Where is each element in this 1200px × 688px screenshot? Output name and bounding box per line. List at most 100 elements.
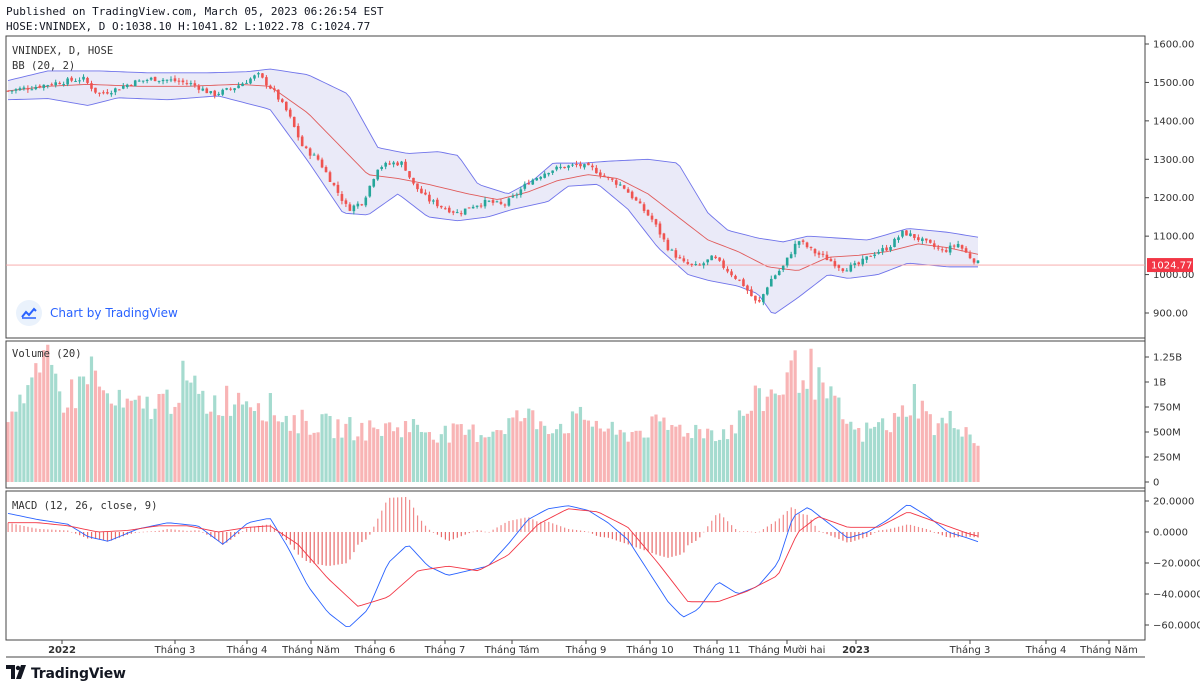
macd-histogram-bar [23,525,25,532]
candle-body [650,215,654,220]
candle-body [634,197,638,201]
candle-body [523,183,527,189]
candle-body [447,207,451,213]
macd-histogram-bar [913,525,916,532]
macd-histogram-bar [643,532,645,551]
macd-histogram-bar [957,532,959,538]
volume-bar [93,370,98,482]
candle-body [837,265,841,268]
macd-histogram-bar [110,532,113,541]
chart-by-tradingview-watermark[interactable]: Chart by TradingView [16,299,178,327]
volume-bar [308,434,312,482]
macd-histogram-bar [735,529,737,532]
candle-body [408,171,411,178]
macd-histogram-bar [476,530,478,532]
macd-histogram-bar [579,530,582,532]
candle-body [940,249,944,251]
volume-bar [113,405,117,482]
candle-body [925,238,928,241]
macd-histogram-bar [317,532,319,565]
candle-body [455,212,459,214]
candle-body [702,263,705,266]
candle-body [857,262,861,265]
volume-bar [558,423,563,482]
time-tick-label: Tháng 3 [154,644,196,656]
candle-body [507,198,511,206]
candle-body [348,204,352,211]
volume-pane: 1.25B 1B 750M 500M 250M 0 [6,344,1182,489]
macd-histogram-bar [75,532,77,534]
candle-body [153,76,157,82]
macd-histogram-bar [862,532,864,539]
price-pane-title: VNINDEX, D, HOSE [12,45,114,57]
volume-bar [714,441,718,482]
candle-body [459,213,463,215]
macd-histogram-bar [536,521,538,532]
macd-histogram-bar [711,520,713,532]
volume-bar [455,424,459,482]
volume-bar [690,438,694,482]
volume-bar [884,430,889,482]
macd-histogram-bar [206,532,208,535]
macd-histogram-bar [345,532,347,564]
macd-histogram-bar [150,531,152,532]
volume-bar [539,421,543,482]
candle-body [543,173,546,178]
macd-histogram-bar [599,532,602,537]
candle-body [881,248,884,252]
candle-body [149,77,153,80]
volume-bar [920,400,924,482]
candle-body [193,83,197,86]
volume-bar [507,418,511,482]
candle-body [173,78,177,82]
macd-histogram-bar [321,532,323,566]
macd-histogram-bar [297,532,299,555]
macd-histogram-bar [886,529,888,532]
volume-bar [892,413,897,482]
volume-bar [682,436,686,482]
macd-histogram-bar [575,529,578,532]
volume-bar [451,423,455,482]
macd-histogram-bar [731,525,733,532]
candle-body [758,299,761,302]
volume-bar [70,379,74,482]
macd-histogram-bar [663,532,665,557]
macd-histogram-bar [242,531,244,532]
volume-bar [829,386,833,482]
candle-body [781,265,785,270]
volume-bar [833,395,837,482]
volume-bar [861,441,865,482]
volume-bar [646,437,650,482]
macd-histogram-bar [568,528,570,532]
macd-histogram-bar [162,529,164,532]
macd-histogram-bar [909,524,912,532]
candle-body [734,275,737,279]
volume-bar [733,433,738,482]
candle-body [181,80,185,83]
candle-body [515,194,519,196]
macd-histogram-bar [484,531,486,533]
macd-histogram-bar [257,525,260,532]
macd-histogram-bar [488,531,490,533]
tradingview-brand[interactable]: TradingView [6,664,126,683]
volume-bar [551,433,555,482]
time-tick-label: Tháng 6 [354,644,396,656]
candle-body [742,279,745,287]
volume-tick-label: 0 [1153,478,1159,489]
candle-body [467,207,471,209]
volume-bar [225,385,229,482]
macd-histogram-bar [826,532,828,535]
macd-histogram-bar [218,532,220,542]
volume-bar [415,424,420,482]
candle-body [58,82,61,85]
macd-histogram-bar [492,529,494,532]
macd-histogram-bar [818,530,820,532]
macd-histogram-bar [43,529,45,532]
volume-bar [42,350,46,482]
candle-body [102,92,105,94]
candle-body [364,197,368,206]
volume-bar [837,397,841,482]
volume-bar [622,432,626,482]
candle-body [718,257,721,261]
